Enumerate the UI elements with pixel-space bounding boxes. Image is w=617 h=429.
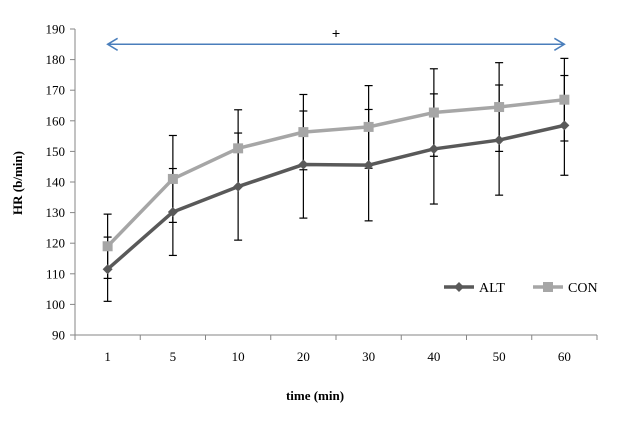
- annotation-arrowhead-left: [106, 37, 119, 51]
- x-tick-label: 20: [297, 349, 310, 364]
- legend-label-con: CON: [568, 281, 598, 296]
- annotation-label: +: [332, 26, 341, 42]
- y-axis-title: HR (b/min): [10, 151, 25, 215]
- y-tick-label: 120: [46, 236, 66, 251]
- y-tick-label: 90: [52, 328, 65, 343]
- y-tick-label: 140: [46, 175, 66, 190]
- data-point: [363, 160, 374, 171]
- data-point: [233, 181, 244, 192]
- y-tick-label: 160: [46, 113, 66, 128]
- data-point: [428, 107, 439, 118]
- legend: ALT CON: [444, 281, 598, 296]
- x-tick-label: 50: [493, 349, 506, 364]
- x-axis-title: time (min): [286, 388, 344, 403]
- axes: 90 100 110 120 130 140 150 160 170 180 190 1 5 10 20 30…: [46, 22, 598, 364]
- data-point: [298, 159, 309, 170]
- data-point: [494, 135, 505, 146]
- annotations: +: [106, 26, 566, 51]
- x-tick-label: 1: [104, 349, 111, 364]
- data-point: [543, 282, 553, 292]
- x-tick-label: 30: [362, 349, 375, 364]
- x-tick-label: 10: [232, 349, 245, 364]
- x-tick-label: 5: [170, 349, 177, 364]
- data-point: [102, 241, 113, 252]
- legend-label-alt: ALT: [479, 281, 505, 296]
- data-point: [559, 120, 570, 131]
- y-tick-label: 130: [46, 205, 66, 220]
- data-point: [102, 264, 113, 275]
- data-point: [454, 282, 464, 292]
- y-tick-label: 150: [46, 144, 66, 159]
- data-point: [167, 173, 178, 184]
- data-point: [559, 94, 570, 105]
- y-tick-label: 180: [46, 52, 66, 67]
- y-tick-label: 110: [46, 266, 65, 281]
- data-point: [167, 206, 178, 217]
- annotation-arrowhead-right: [553, 37, 566, 51]
- y-tick-label: 170: [46, 83, 66, 98]
- x-tick-label: 60: [558, 349, 571, 364]
- x-tick-label: 40: [427, 349, 440, 364]
- y-tick-label: 100: [46, 297, 66, 312]
- y-tick-label: 190: [46, 22, 66, 37]
- series-layer: [102, 94, 570, 275]
- data-point: [494, 102, 505, 113]
- data-point: [363, 121, 374, 132]
- series-line-con: [106, 97, 565, 248]
- data-point: [298, 127, 309, 138]
- data-point: [233, 143, 244, 154]
- series-line-alt: [106, 123, 565, 271]
- data-point: [428, 143, 439, 154]
